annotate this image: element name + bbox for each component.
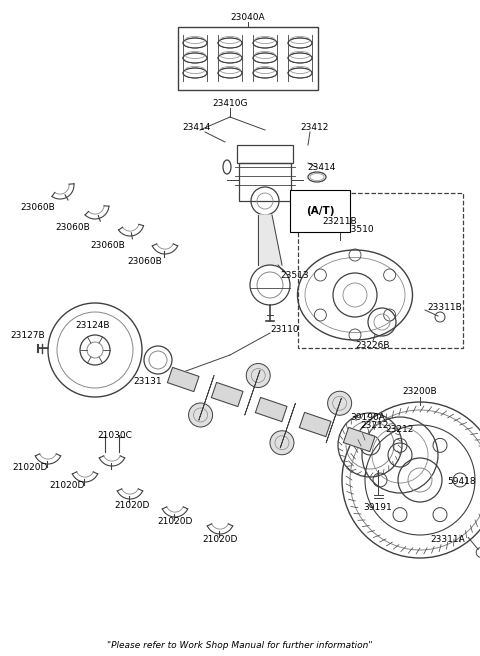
Text: 23513: 23513	[281, 270, 309, 279]
Text: 23311A: 23311A	[431, 535, 466, 544]
Text: 23060B: 23060B	[21, 203, 55, 213]
Polygon shape	[258, 215, 282, 265]
Text: 21020D: 21020D	[202, 535, 238, 544]
Text: 39190A: 39190A	[350, 413, 385, 422]
Text: 23226B: 23226B	[356, 340, 390, 350]
Text: 23131: 23131	[134, 377, 162, 386]
Circle shape	[270, 431, 294, 455]
Polygon shape	[300, 413, 331, 437]
Bar	[178, 27, 318, 90]
Text: 23414: 23414	[183, 123, 211, 131]
Text: 23127B: 23127B	[11, 331, 45, 340]
Text: 21020D: 21020D	[49, 482, 84, 491]
Polygon shape	[199, 375, 214, 420]
Text: 23060B: 23060B	[128, 258, 162, 266]
Text: 23200B: 23200B	[403, 388, 437, 396]
Text: 23040A: 23040A	[231, 14, 265, 22]
Circle shape	[328, 391, 352, 415]
Text: 23410G: 23410G	[212, 100, 248, 108]
Text: "Please refer to Work Shop Manual for further information": "Please refer to Work Shop Manual for fu…	[107, 640, 373, 649]
Text: 21020D: 21020D	[114, 501, 150, 510]
Text: (A/T): (A/T)	[306, 206, 335, 216]
Text: 23212: 23212	[361, 420, 389, 430]
Polygon shape	[255, 398, 287, 422]
Text: 23060B: 23060B	[56, 224, 90, 232]
Text: 23510: 23510	[346, 226, 374, 234]
Text: 23212: 23212	[386, 426, 414, 434]
Bar	[237, 145, 293, 163]
Text: 21020D: 21020D	[157, 516, 192, 525]
Text: 23311B: 23311B	[428, 304, 462, 312]
Text: 23124B: 23124B	[76, 321, 110, 329]
Text: 21030C: 21030C	[97, 432, 132, 440]
Circle shape	[246, 363, 270, 388]
Text: 23414: 23414	[308, 163, 336, 171]
Text: 21020D: 21020D	[12, 464, 48, 472]
Text: 23110: 23110	[271, 325, 300, 335]
Text: 23060B: 23060B	[91, 241, 125, 249]
Polygon shape	[168, 367, 199, 392]
Bar	[239, 163, 291, 201]
Bar	[298, 193, 463, 348]
Polygon shape	[280, 403, 296, 448]
Polygon shape	[343, 428, 375, 451]
Circle shape	[189, 403, 213, 427]
Polygon shape	[326, 398, 341, 443]
Text: 23412: 23412	[301, 123, 329, 131]
Polygon shape	[245, 370, 260, 415]
Text: 39191: 39191	[364, 504, 392, 512]
Polygon shape	[211, 382, 243, 407]
Text: 59418: 59418	[448, 478, 476, 487]
Text: 23211B: 23211B	[323, 218, 357, 226]
